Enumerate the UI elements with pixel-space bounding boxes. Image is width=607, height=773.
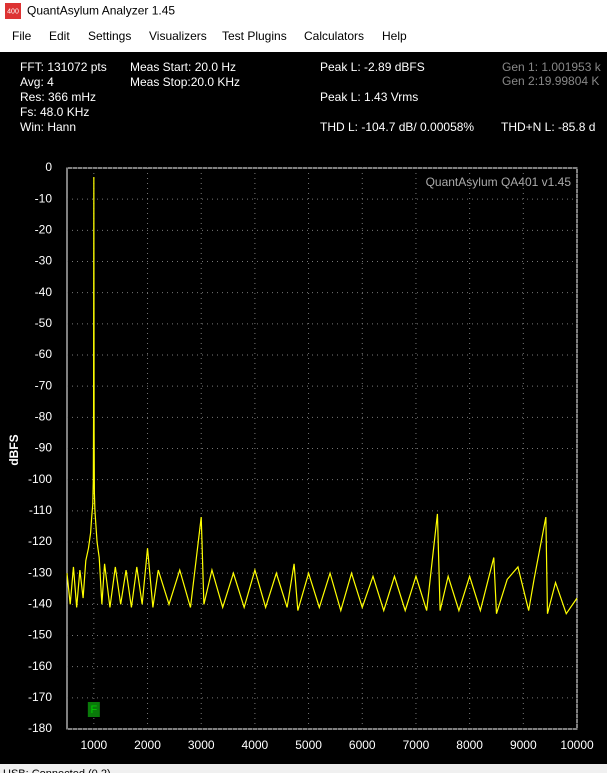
stat-text: Avg: 4 <box>20 75 54 89</box>
y-tick-label: -90 <box>35 441 53 455</box>
stat-text: FFT: 131072 pts <box>20 60 107 74</box>
y-tick-label: -100 <box>28 472 52 486</box>
x-tick-label: 9000 <box>510 738 537 752</box>
stat-text: Meas Start: 20.0 Hz <box>130 60 236 74</box>
watermark: QuantAsylum QA401 v1.45 <box>426 175 572 189</box>
x-tick-label: 3000 <box>188 738 215 752</box>
y-tick-label: -120 <box>28 534 52 548</box>
stat-text: Fs: 48.0 KHz <box>20 105 89 119</box>
y-tick-label: -50 <box>35 316 53 330</box>
x-tick-label: 4000 <box>242 738 269 752</box>
y-tick-label: 0 <box>45 160 52 174</box>
stat-text: THD L: -104.7 dB/ 0.00058% <box>320 120 474 134</box>
y-tick-label: -70 <box>35 378 53 392</box>
menu-item[interactable]: Edit <box>49 29 70 43</box>
y-tick-label: -180 <box>28 721 52 735</box>
window-title: QuantAsylum Analyzer 1.45 <box>27 4 175 18</box>
y-tick-label: -60 <box>35 347 53 361</box>
menu-item[interactable]: Help <box>382 29 407 43</box>
spectrum-line <box>66 177 578 615</box>
x-tick-label: 2000 <box>134 738 161 752</box>
gen-text: Gen 1: 1.001953 k <box>502 60 602 74</box>
y-tick-label: -140 <box>28 597 52 611</box>
menu-item[interactable]: Visualizers <box>149 29 207 43</box>
menu-item[interactable]: Settings <box>88 29 131 43</box>
stat-text: Peak L: -2.89 dBFS <box>320 60 425 74</box>
stat-text: Peak L: 1.43 Vrms <box>320 90 418 104</box>
stat-text: Res: 366 mHz <box>20 90 96 104</box>
y-tick-label: -80 <box>35 410 53 424</box>
chrome-background <box>0 0 607 52</box>
status-bar <box>0 764 607 773</box>
y-tick-label: -130 <box>28 565 52 579</box>
x-tick-label: 6000 <box>349 738 376 752</box>
y-tick-label: -10 <box>35 191 53 205</box>
y-axis-label: dBFS <box>7 434 21 465</box>
freq-marker <box>87 702 100 717</box>
y-tick-label: -40 <box>35 285 53 299</box>
y-tick-label: -30 <box>35 254 53 268</box>
y-tick-label: -150 <box>28 628 52 642</box>
stat-text: Meas Stop:20.0 KHz <box>130 75 240 89</box>
status-text: USB: Connected (0.2) <box>3 768 111 773</box>
y-tick-label: -170 <box>28 690 52 704</box>
y-tick-label: -160 <box>28 659 52 673</box>
menu-item[interactable]: Test Plugins <box>222 29 287 43</box>
x-tick-label: 5000 <box>295 738 322 752</box>
app-icon-text: 400 <box>7 8 19 15</box>
freq-marker-label: F <box>90 704 97 716</box>
y-tick-label: -20 <box>35 223 53 237</box>
gen-text: Gen 2:19.99804 K <box>502 74 599 88</box>
app-icon <box>5 3 21 19</box>
menu-item[interactable]: File <box>12 29 32 43</box>
stat-text: Win: Hann <box>20 120 76 134</box>
stat-text: THD+N L: -85.8 d <box>501 120 595 134</box>
x-tick-label: 7000 <box>403 738 430 752</box>
x-tick-label: 1000 <box>80 738 107 752</box>
menu-item[interactable]: Calculators <box>304 29 364 43</box>
x-tick-label: 10000 <box>560 738 594 752</box>
y-tick-label: -110 <box>29 503 52 517</box>
x-tick-label: 8000 <box>456 738 483 752</box>
